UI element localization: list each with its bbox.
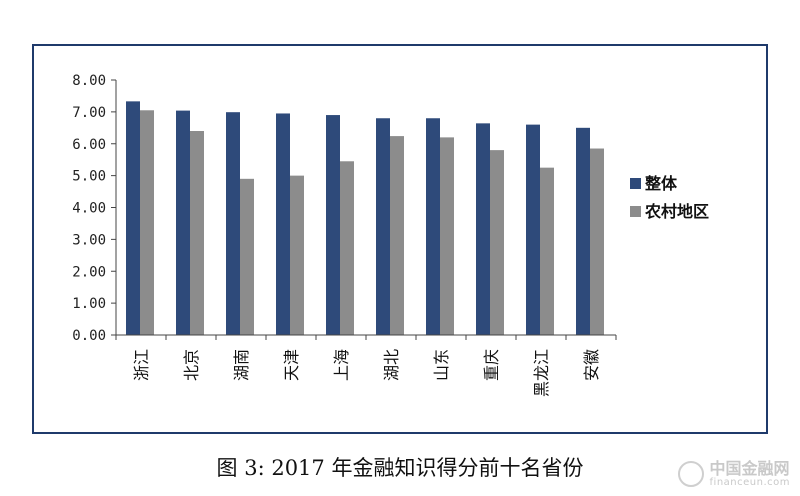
x-tick-label: 湖南 xyxy=(232,349,251,381)
x-tick-label: 湖北 xyxy=(382,349,401,381)
y-tick-label: 0.00 xyxy=(72,328,106,344)
bar-overall-1 xyxy=(176,110,190,335)
bar-overall-5 xyxy=(376,118,390,335)
watermark-logo-icon xyxy=(677,461,704,488)
bar-overall-6 xyxy=(426,118,440,335)
bar-rural-0 xyxy=(140,110,154,335)
bar-rural-9 xyxy=(590,148,604,335)
legend-label-0: 整体 xyxy=(644,174,678,193)
bar-rural-5 xyxy=(390,136,404,335)
bar-overall-9 xyxy=(576,127,590,335)
watermark: 中国金融网 financeun.com xyxy=(677,458,790,488)
bar-chart: 0.00 1.00 2.00 3.00 4.00 5.00 6.00 7.00 8.00 浙江北… xyxy=(72,73,709,397)
watermark-title: 中国金融网 xyxy=(709,458,790,478)
bar-overall-3 xyxy=(276,113,290,335)
y-tick-label: 3.00 xyxy=(72,232,106,248)
chart-frame: 0.00 1.00 2.00 3.00 4.00 5.00 6.00 7.00 8.00 浙江北… xyxy=(32,44,768,434)
x-tick-label: 山东 xyxy=(432,349,451,381)
bar-rural-3 xyxy=(290,175,304,335)
x-tick-label: 北京 xyxy=(182,349,201,381)
bar-rural-8 xyxy=(540,167,554,335)
x-tick-label: 安徽 xyxy=(582,349,601,381)
bar-overall-4 xyxy=(326,115,340,335)
bar-overall-8 xyxy=(526,124,540,335)
bar-rural-2 xyxy=(240,178,254,335)
x-tick-label: 上海 xyxy=(332,349,351,381)
figure-caption: 图 3: 2017 年金融知识得分前十名省份 xyxy=(216,456,584,480)
bars xyxy=(126,101,604,335)
legend-swatch-1 xyxy=(630,206,641,217)
y-tick-label: 1.00 xyxy=(72,296,106,312)
legend-swatch-0 xyxy=(630,178,641,189)
y-tick-label: 4.00 xyxy=(72,201,106,217)
legend-label-1: 农村地区 xyxy=(644,202,709,221)
x-tick-label: 天津 xyxy=(282,349,301,381)
y-tick-label: 5.00 xyxy=(72,169,106,185)
bar-rural-4 xyxy=(340,161,354,335)
y-axis: 0.00 1.00 2.00 3.00 4.00 5.00 6.00 7.00 8.00 xyxy=(72,73,117,344)
bar-rural-1 xyxy=(190,131,204,335)
bar-overall-2 xyxy=(226,112,240,335)
x-tick-label: 重庆 xyxy=(482,349,501,381)
x-tick-label: 浙江 xyxy=(132,349,151,381)
y-tick-label: 2.00 xyxy=(72,264,106,280)
x-tick-label: 黑龙江 xyxy=(532,349,551,397)
bar-overall-7 xyxy=(476,123,490,335)
bar-overall-0 xyxy=(126,101,140,335)
x-axis: 浙江 北京 湖南 天津 上海 湖北 山东 重庆 黑龙江 安徽 xyxy=(115,334,617,397)
y-tick-label: 7.00 xyxy=(72,105,106,121)
bar-rural-6 xyxy=(440,137,454,335)
bar-rural-7 xyxy=(490,150,504,335)
watermark-url: financeun.com xyxy=(709,476,790,488)
y-tick-label: 6.00 xyxy=(72,137,106,153)
y-tick-label: 8.00 xyxy=(72,73,106,89)
